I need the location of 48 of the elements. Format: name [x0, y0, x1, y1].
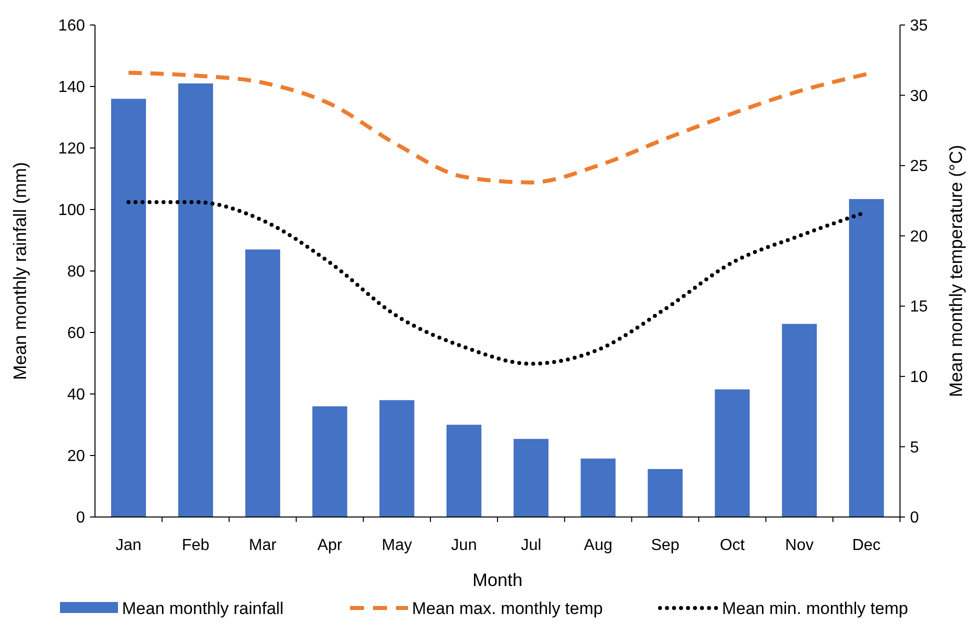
x-tick-label: May: [382, 537, 412, 554]
x-tick-label: Oct: [720, 537, 746, 554]
x-tick-label: Feb: [182, 537, 210, 554]
bar: [312, 406, 348, 517]
bar: [648, 469, 683, 517]
y-tick-label: 60: [67, 325, 86, 342]
y-tick-label: 80: [67, 264, 86, 281]
legend-label: Mean max. monthly temp: [412, 599, 603, 618]
y2-axis-title: Mean monthly temperature (°C): [946, 144, 966, 398]
bar: [111, 98, 146, 517]
bar: [514, 438, 548, 517]
y2-tick-label: 5: [910, 439, 919, 456]
x-tick-label: Jan: [116, 537, 142, 554]
y2-tick-label: 10: [910, 369, 928, 386]
y2-tick-label: 30: [910, 88, 928, 105]
y2-tick-label: 35: [910, 18, 928, 35]
x-tick-label: Aug: [584, 537, 612, 554]
y2-tick-label: 20: [910, 228, 928, 246]
bar: [580, 458, 616, 517]
bar: [714, 389, 750, 517]
bar: [849, 199, 884, 517]
x-tick-label: Mar: [248, 537, 278, 554]
x-tick-label: Apr: [317, 537, 343, 554]
y-tick-label: 100: [58, 202, 86, 220]
y-tick-label: 140: [58, 79, 86, 96]
y2-tick-label: 0: [910, 510, 919, 527]
line-series: [126, 70, 868, 184]
bar: [178, 83, 214, 517]
x-tick-label: Jun: [451, 537, 477, 554]
y-tick-label: 20: [67, 448, 86, 466]
y-tick-label: 40: [67, 386, 86, 404]
x-axis-title: Month: [472, 570, 523, 590]
y-axis-title: Mean monthly rainfall (mm): [10, 162, 30, 380]
x-tick-label: Jul: [520, 537, 542, 554]
x-tick-label: Nov: [785, 537, 814, 554]
bar: [379, 400, 414, 517]
bar: [446, 424, 482, 517]
bar: [245, 249, 280, 517]
legend-label: Mean monthly rainfall: [122, 599, 284, 618]
y2-tick-label: 25: [910, 158, 928, 176]
legend-label: Mean min. monthly temp: [722, 599, 908, 618]
x-tick-label: Sep: [650, 537, 680, 554]
y-tick-label: 120: [58, 140, 86, 158]
bar: [782, 324, 817, 517]
y2-tick-label: 15: [910, 298, 928, 316]
y-tick-label: 0: [76, 510, 86, 527]
x-tick-label: Dec: [852, 537, 881, 554]
y-tick-label: 160: [58, 18, 86, 35]
